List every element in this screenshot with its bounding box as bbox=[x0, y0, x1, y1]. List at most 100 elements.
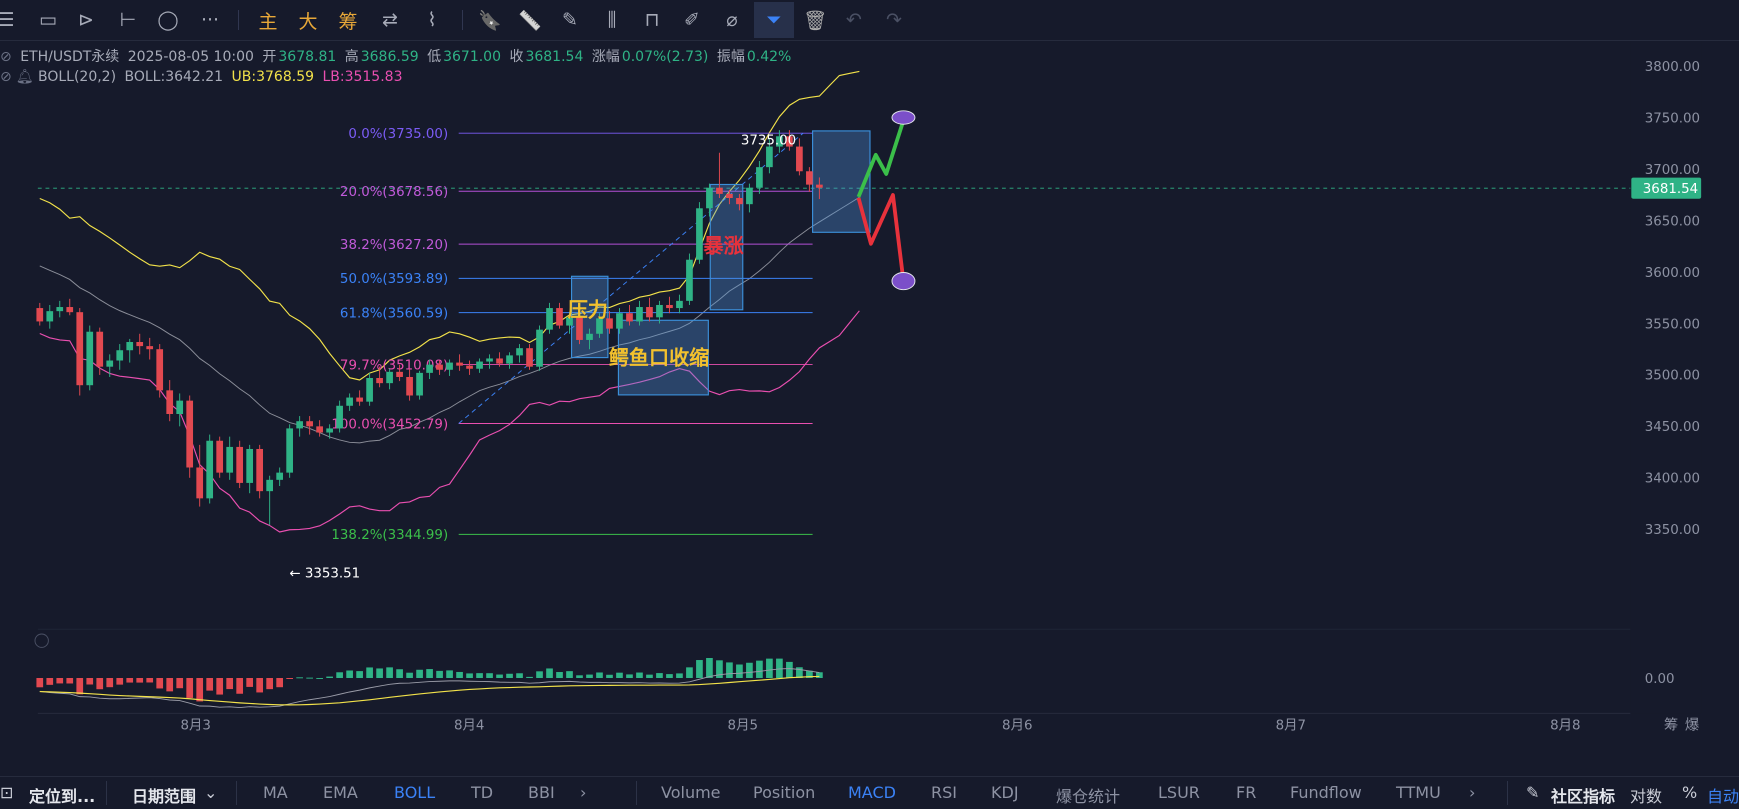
indicator-td[interactable]: TD bbox=[471, 783, 494, 802]
macd-bar bbox=[206, 678, 214, 691]
candle-icon[interactable]: ⫼ bbox=[607, 9, 617, 31]
large-order-button[interactable]: 大 bbox=[298, 10, 318, 33]
indicator-lsur[interactable]: LSUR bbox=[1158, 783, 1200, 802]
candle-body bbox=[626, 313, 633, 322]
ruler-icon[interactable]: 📏 bbox=[518, 9, 542, 32]
surge-label: 暴涨 bbox=[704, 233, 745, 257]
y-tick-label: 3400.00 bbox=[1645, 472, 1700, 487]
community-indicators-button[interactable]: 社区指标 bbox=[1551, 787, 1616, 806]
ellipse-icon[interactable]: ◯ bbox=[157, 9, 179, 31]
indicator-macd[interactable]: MACD bbox=[848, 783, 896, 802]
macd-bar bbox=[736, 664, 743, 679]
redo-icon[interactable]: ↷ bbox=[886, 9, 902, 31]
macd-bar bbox=[446, 670, 453, 679]
y-tick-label: 3350.00 bbox=[1645, 523, 1700, 538]
locate-button[interactable]: 定位到... bbox=[29, 787, 96, 806]
chip-distribution-button[interactable]: 筹 bbox=[338, 10, 358, 33]
indicator-ema[interactable]: EMA bbox=[323, 783, 358, 802]
candle-body bbox=[376, 378, 383, 384]
macd-bar bbox=[476, 673, 483, 679]
candle-body bbox=[96, 331, 104, 367]
candle-body bbox=[446, 362, 453, 370]
macd-bar bbox=[636, 672, 643, 679]
macd-bar bbox=[816, 672, 823, 679]
low-price-mark: ← 3353.51 bbox=[289, 567, 360, 582]
locate-icon[interactable]: ⊡ bbox=[0, 783, 14, 802]
chevron-right-icon[interactable]: › bbox=[1469, 783, 1476, 802]
macd-bar bbox=[686, 667, 693, 679]
candle-body bbox=[176, 400, 184, 415]
indicator-fr[interactable]: FR bbox=[1236, 783, 1257, 802]
cursor-icon[interactable]: ⊳ bbox=[78, 9, 94, 31]
macd-bar bbox=[536, 671, 543, 679]
magnet-icon[interactable]: ⌀ bbox=[726, 9, 738, 31]
more-icon[interactable]: ··· bbox=[200, 9, 220, 31]
candle-body bbox=[56, 307, 64, 312]
indicator-bbi[interactable]: BBI bbox=[528, 783, 555, 802]
indicator-liquidation[interactable]: 爆仓统计 bbox=[1056, 787, 1121, 806]
indicator-volume[interactable]: Volume bbox=[661, 783, 721, 802]
filter-icon[interactable]: ⏷ bbox=[754, 2, 794, 38]
swap-icon[interactable]: ⇄ bbox=[382, 9, 398, 31]
chevron-down-icon[interactable]: ⌄ bbox=[204, 783, 218, 802]
candle-body bbox=[606, 318, 613, 329]
indicator-ma[interactable]: MA bbox=[263, 783, 288, 802]
indicator-ttmu[interactable]: TTMU bbox=[1396, 783, 1441, 802]
chevron-right-icon[interactable]: › bbox=[580, 783, 587, 802]
fib-trend-line bbox=[458, 132, 804, 424]
macd-bar bbox=[276, 678, 283, 688]
menu-icon[interactable]: ☰ bbox=[0, 9, 15, 31]
ohlc-info-row: ⊘ ETH/USDT永续 2025-08-05 10:00 开 3678.81 高… bbox=[0, 46, 795, 66]
lock-icon[interactable]: ⊓ bbox=[644, 9, 660, 31]
indicator-kdj[interactable]: KDJ bbox=[991, 783, 1019, 802]
edit-icon[interactable]: ✎ bbox=[1526, 783, 1540, 802]
rectangle-icon[interactable]: ▭ bbox=[39, 9, 57, 31]
eraser-icon[interactable]: ⌇ bbox=[427, 9, 437, 31]
candle-body bbox=[536, 329, 543, 367]
fib-level-label: 38.2%(3627.20) bbox=[340, 238, 448, 253]
macd-bar bbox=[606, 674, 613, 679]
candle-body bbox=[576, 317, 583, 340]
bookmark-icon[interactable]: 🔖 bbox=[478, 9, 502, 32]
date-range-button[interactable]: 日期范围 bbox=[132, 787, 197, 806]
log-scale-toggle[interactable]: 对数 bbox=[1630, 787, 1663, 806]
main-chip-button[interactable]: 主 bbox=[258, 10, 278, 33]
hide-circle-icon[interactable]: ⊘ bbox=[0, 69, 12, 85]
hide-circle-icon[interactable]: ⊘ bbox=[0, 49, 12, 65]
note-icon[interactable]: ✐ bbox=[684, 9, 700, 31]
chart-grid bbox=[37, 41, 1702, 714]
indicator-position[interactable]: Position bbox=[753, 783, 816, 802]
macd-bar bbox=[96, 678, 104, 690]
horizontal-line-icon[interactable]: ⊢ bbox=[119, 9, 137, 31]
fibonacci-retracement[interactable]: 0.0%(3735.00) 20.0%(3678.56) 38.2%(3627.20… bbox=[331, 127, 813, 543]
candle-body bbox=[776, 136, 783, 147]
trash-icon[interactable]: 🗑 bbox=[802, 9, 828, 32]
candle-body bbox=[456, 362, 463, 366]
undo-icon[interactable]: ↶ bbox=[846, 9, 862, 31]
high-value: 3686.59 bbox=[360, 49, 419, 65]
bullish-projection-path bbox=[856, 119, 906, 198]
macd-bar bbox=[566, 671, 573, 679]
pen-icon[interactable]: ✎ bbox=[562, 9, 578, 31]
macd-bar bbox=[426, 669, 433, 679]
annotation-boxes[interactable] bbox=[570, 130, 871, 396]
fib-level-label: 0.0%(3735.00) bbox=[348, 127, 448, 142]
candle-body bbox=[366, 378, 373, 402]
candle-body bbox=[436, 364, 443, 370]
price-chart[interactable]: 0.0%(3735.00) 20.0%(3678.56) 38.2%(3627.20… bbox=[0, 41, 1739, 744]
boll-name: BOLL(20,2) bbox=[37, 69, 117, 85]
macd-bar bbox=[626, 674, 633, 679]
indicator-boll[interactable]: BOLL bbox=[394, 783, 436, 802]
macd-bar bbox=[196, 678, 204, 702]
bell-icon[interactable]: 🔔︎ bbox=[15, 69, 34, 85]
indicator-rsi[interactable]: RSI bbox=[931, 783, 957, 802]
percent-toggle[interactable]: % bbox=[1682, 783, 1698, 802]
candle-body bbox=[206, 440, 214, 499]
y-tick-label: 3450.00 bbox=[1645, 420, 1700, 435]
datetime-label: 2025-08-05 10:00 bbox=[127, 49, 254, 65]
candle-body bbox=[406, 376, 413, 396]
open-label: 开 bbox=[262, 49, 277, 65]
auto-scale-toggle[interactable]: 自动 bbox=[1707, 787, 1739, 806]
indicator-fundflow[interactable]: Fundflow bbox=[1290, 783, 1362, 802]
